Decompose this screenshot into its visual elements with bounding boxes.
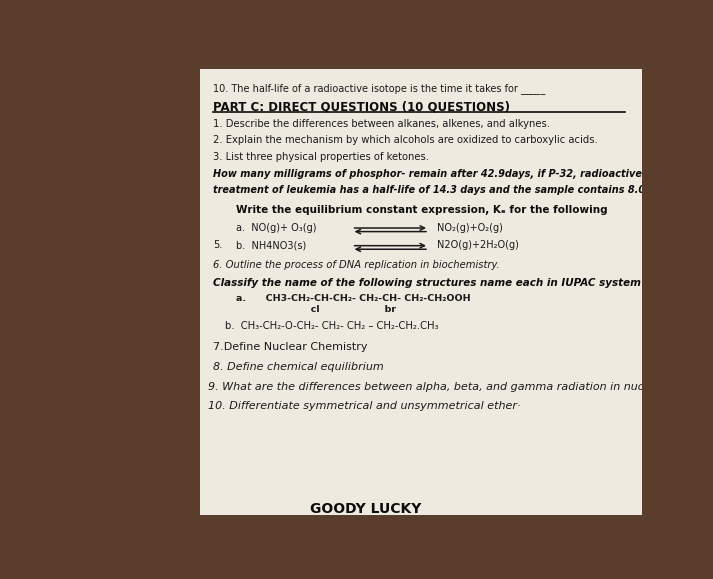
Text: a.      CH3-CH₂-CH-CH₂- CH₂-CH- CH₂-CH₂OOH: a. CH3-CH₂-CH-CH₂- CH₂-CH- CH₂-CH₂OOH — [235, 294, 470, 303]
Text: 2. Explain the mechanism by which alcohols are oxidized to carboxylic acids.: 2. Explain the mechanism by which alcoho… — [213, 135, 598, 145]
Text: a.  NO(g)+ O₃(g): a. NO(g)+ O₃(g) — [235, 223, 316, 233]
Text: GOODY LUCKY: GOODY LUCKY — [309, 502, 421, 516]
Text: How many milligrams of phosphor- remain after 42.9days, if P-32, radioactive use: How many milligrams of phosphor- remain … — [213, 169, 692, 179]
Text: 3. List three physical properties of ketones.: 3. List three physical properties of ket… — [213, 152, 429, 162]
Text: Classify the name of the following structures name each in IUPAC system: Classify the name of the following struc… — [213, 278, 641, 288]
Text: 10. The half-life of a radioactive isotope is the time it takes for _____: 10. The half-life of a radioactive isoto… — [213, 83, 546, 94]
Text: 7.Define Nuclear Chemistry: 7.Define Nuclear Chemistry — [213, 342, 368, 353]
FancyBboxPatch shape — [200, 69, 642, 515]
Text: 8. Define chemical equilibrium: 8. Define chemical equilibrium — [213, 362, 384, 372]
Text: cl                    br: cl br — [235, 305, 396, 314]
Text: NO₂(g)+O₂(g): NO₂(g)+O₂(g) — [437, 223, 503, 233]
Text: 10. Differentiate symmetrical and unsymmetrical ether·: 10. Differentiate symmetrical and unsymm… — [208, 401, 520, 411]
Text: 5.: 5. — [213, 240, 222, 250]
Text: N2O(g)+2H₂O(g): N2O(g)+2H₂O(g) — [437, 240, 519, 250]
Text: treatment of leukemia has a half-life of 14.3 days and the sample contains 8.0 o: treatment of leukemia has a half-life of… — [213, 185, 713, 195]
Text: Write the equilibrium constant expression, Kₑ for the following: Write the equilibrium constant expressio… — [235, 205, 607, 215]
Text: b.  NH4NO3(s): b. NH4NO3(s) — [235, 240, 306, 250]
Text: 6. Outline the process of DNA replication in biochemistry.: 6. Outline the process of DNA replicatio… — [213, 260, 501, 270]
Text: PART C: DIRECT QUESTIONS (10 QUESTIONS): PART C: DIRECT QUESTIONS (10 QUESTIONS) — [213, 101, 511, 113]
Text: 9. What are the differences between alpha, beta, and gamma radiation in nuclear : 9. What are the differences between alph… — [208, 382, 713, 391]
Text: b.  CH₃-CH₂-O-CH₂- CH₂- CH₂ – CH₂-CH₂.CH₃: b. CH₃-CH₂-O-CH₂- CH₂- CH₂ – CH₂-CH₂.CH₃ — [225, 321, 438, 331]
Text: 1. Describe the differences between alkanes, alkenes, and alkynes.: 1. Describe the differences between alka… — [213, 119, 550, 130]
